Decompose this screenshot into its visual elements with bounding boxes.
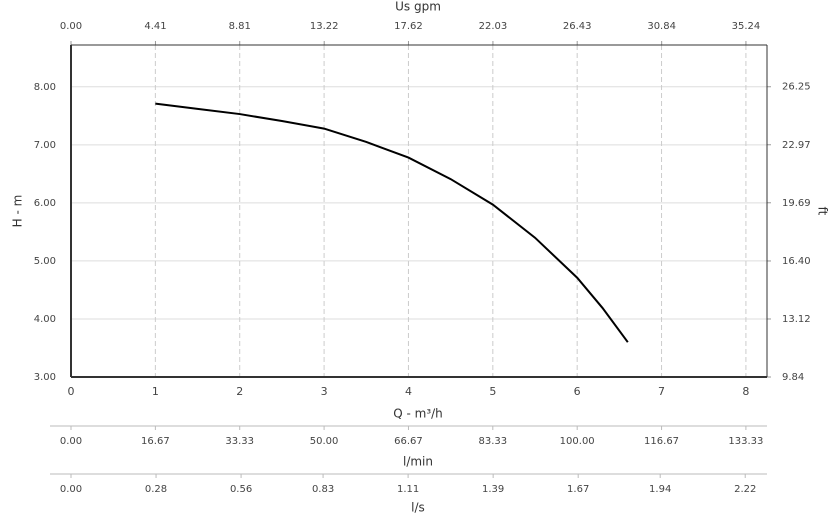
x3-tick-label: 133.33 (728, 436, 763, 447)
y-tick-label: 7.00 (34, 140, 56, 151)
curve (155, 102, 629, 343)
x4-tick-label: 1.39 (482, 484, 504, 495)
y-tick-label: 3.00 (34, 372, 56, 383)
x3-tick-label: 33.33 (225, 436, 254, 447)
y2-tick-label: 16.40 (782, 256, 811, 267)
x4-tick-label: 0.56 (230, 484, 252, 495)
x3-tick-label: 83.33 (478, 436, 507, 447)
x4-tick-label: 1.94 (649, 484, 671, 495)
x-tick-label: 1 (152, 385, 159, 398)
top-axis-title: Us gpm (395, 0, 441, 14)
x2-tick-label: 30.84 (647, 21, 676, 32)
y-tick-label: 6.00 (34, 198, 56, 209)
y-tick-label: 8.00 (34, 82, 56, 93)
y-axis-title: H - m (11, 195, 25, 228)
x3-tick-label: 66.67 (394, 436, 423, 447)
x-tick-label: 3 (321, 385, 328, 398)
x4-tick-label: 0.00 (60, 484, 82, 495)
x2-tick-label: 17.62 (394, 21, 423, 32)
ls-axis-title: l/s (411, 501, 425, 515)
y-tick-label: 4.00 (34, 314, 56, 325)
lmin-axis-title: l/min (403, 455, 433, 469)
x2-tick-label: 4.41 (144, 21, 166, 32)
y2-tick-label: 26.25 (782, 82, 811, 93)
x2-tick-label: 35.24 (732, 21, 761, 32)
x3-tick-label: 0.00 (60, 436, 82, 447)
x2-tick-label: 0.00 (60, 21, 82, 32)
y2-tick-label: 22.97 (782, 140, 811, 151)
x3-tick-label: 50.00 (310, 436, 339, 447)
x2-tick-label: 8.81 (229, 21, 251, 32)
x-tick-label: 5 (489, 385, 496, 398)
x4-tick-label: 0.83 (312, 484, 334, 495)
y2-tick-label: 13.12 (782, 314, 811, 325)
x-tick-label: 2 (236, 385, 243, 398)
x-tick-label: 0 (68, 385, 75, 398)
x2-tick-label: 13.22 (310, 21, 339, 32)
y2-tick-label: 19.69 (782, 198, 811, 209)
x-tick-label: 8 (742, 385, 749, 398)
x4-tick-label: 2.22 (734, 484, 756, 495)
y2-axis-title: ft (816, 207, 830, 216)
x-tick-label: 4 (405, 385, 412, 398)
y2-tick-label: 9.84 (782, 372, 804, 383)
y-tick-label: 5.00 (34, 256, 56, 267)
x3-tick-label: 100.00 (560, 436, 595, 447)
x4-tick-label: 1.67 (567, 484, 589, 495)
x-tick-label: 7 (658, 385, 665, 398)
x2-tick-label: 22.03 (479, 21, 508, 32)
x4-tick-label: 0.28 (145, 484, 167, 495)
x2-tick-label: 26.43 (563, 21, 592, 32)
x-axis-title: Q - m³/h (393, 407, 443, 421)
x4-tick-label: 1.11 (397, 484, 419, 495)
x3-tick-label: 116.67 (644, 436, 679, 447)
x-tick-label: 6 (574, 385, 581, 398)
x3-tick-label: 16.67 (141, 436, 170, 447)
